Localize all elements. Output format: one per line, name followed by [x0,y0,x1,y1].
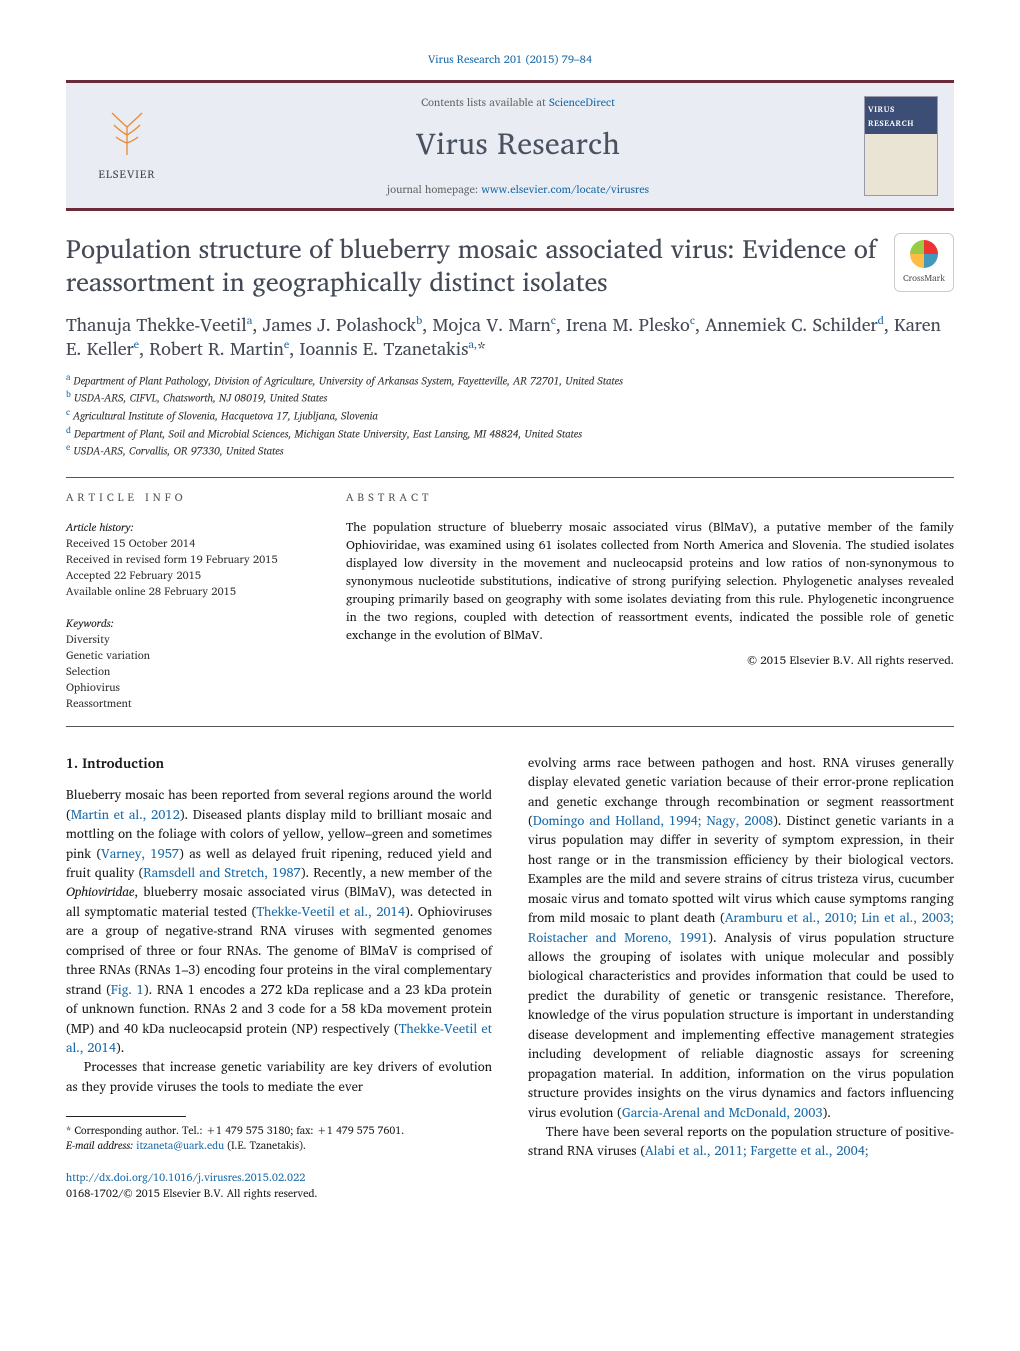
section-heading: 1. Introduction [66,753,492,774]
journal-header-band: ELSEVIER Contents lists available at Sci… [66,80,954,211]
corresponding-email-link[interactable]: itzaneta@uark.edu [136,1136,224,1154]
journal-cover-thumb: VIRUS RESEARCH [864,96,938,196]
journal-homepage-link[interactable]: www.elsevier.com/locate/virusres [481,180,649,198]
author-list: Thanuja Thekke-Veetila, James J. Polasho… [66,312,954,361]
body-column-left: 1. Introduction Blueberry mosaic has bee… [66,753,492,1202]
journal-title: Virus Research [172,119,864,168]
body-column-right: evolving arms race between pathogen and … [528,753,954,1202]
publisher-logo: ELSEVIER [82,109,172,183]
elsevier-tree-icon [98,109,156,163]
abstract-label: ABSTRACT [346,488,954,506]
rule [66,477,954,478]
running-head: Virus Research 201 (2015) 79–84 [66,50,954,68]
crossmark-icon [910,240,938,268]
corresponding-author-footnote: * Corresponding author. Tel.: +1 479 575… [66,1123,492,1152]
crossmark-label: CrossMark [903,270,945,285]
affiliations: a Department of Plant Pathology, Divisio… [66,371,954,460]
rule [66,726,954,727]
doi-link[interactable]: http://dx.doi.org/10.1016/j.virusres.201… [66,1168,305,1186]
publisher-name: ELSEVIER [99,165,156,183]
issn-copyright-line: 0168-1702/© 2015 Elsevier B.V. All right… [66,1184,318,1202]
sciencedirect-link[interactable]: ScienceDirect [549,93,615,111]
abstract-copyright: © 2015 Elsevier B.V. All rights reserved… [346,651,954,670]
article-title: Population structure of blueberry mosaic… [66,233,880,298]
journal-homepage-line: journal homepage: www.elsevier.com/locat… [172,180,864,198]
article-info-label: ARTICLE INFO [66,488,306,506]
footnote-separator [66,1116,186,1117]
abstract-text: The population structure of blueberry mo… [346,518,954,644]
keywords-list: DiversityGenetic variationSelectionOphio… [66,632,306,712]
running-head-link[interactable]: Virus Research 201 (2015) 79–84 [428,50,592,68]
history-lines: Received 15 October 2014Received in revi… [66,536,306,600]
cover-label: VIRUS RESEARCH [868,102,934,130]
contents-available-line: Contents lists available at ScienceDirec… [172,93,864,111]
crossmark-badge[interactable]: CrossMark [894,233,954,292]
doi-block: http://dx.doi.org/10.1016/j.virusres.201… [66,1169,492,1202]
